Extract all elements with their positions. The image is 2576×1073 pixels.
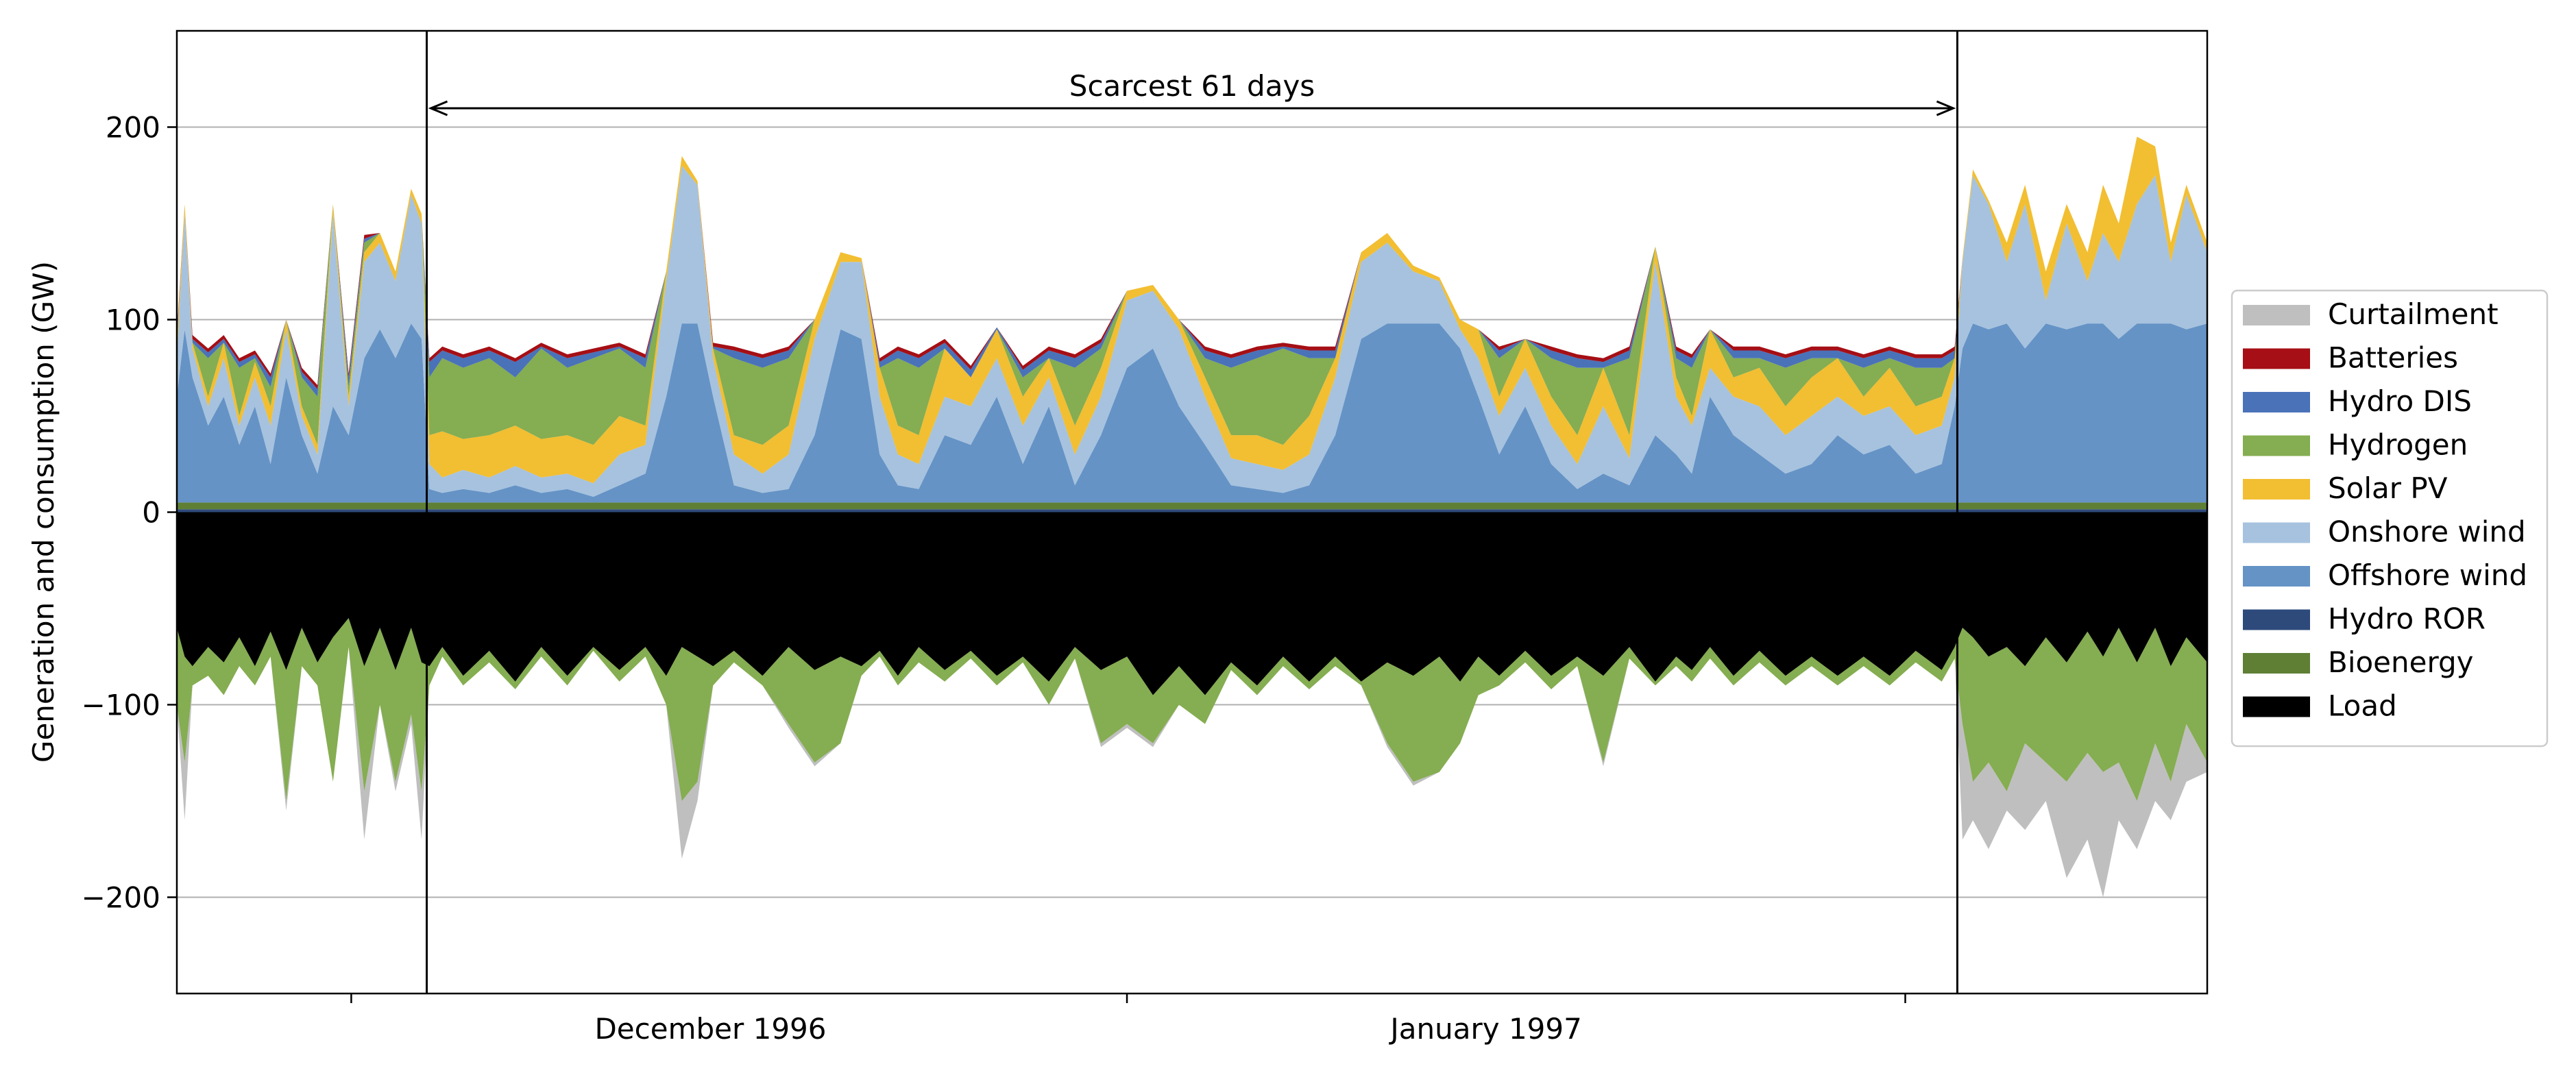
legend-swatch <box>2243 696 2310 717</box>
window-annotation: Scarcest 61 days <box>428 69 1956 116</box>
legend-label: Bioenergy <box>2328 645 2474 679</box>
y-tick-label: 100 <box>106 304 160 337</box>
legend-label: Hydrogen <box>2328 428 2468 462</box>
legend-swatch <box>2243 653 2310 674</box>
arrow-head-left <box>428 100 448 116</box>
legend-swatch <box>2243 392 2310 412</box>
y-axis-label: Generation and consumption (GW) <box>27 261 60 763</box>
x-tick-label: December 1996 <box>594 1012 826 1046</box>
legend-frame <box>2231 289 2549 748</box>
legend-swatch <box>2243 435 2310 456</box>
y-tick-label: 200 <box>106 111 160 145</box>
area-hydro-ror <box>177 509 2207 513</box>
legend-swatch <box>2243 348 2310 369</box>
area-series-group <box>177 136 2207 898</box>
area-solar-pv <box>177 136 2207 484</box>
y-tick-label: −100 <box>82 689 160 722</box>
legend-label: Hydro DIS <box>2328 384 2472 418</box>
legend-swatch <box>2243 566 2310 587</box>
x-tick-label: January 1997 <box>1388 1012 1581 1046</box>
window-label: Scarcest 61 days <box>1069 69 1315 103</box>
area-hydrogen-consumption <box>177 618 2207 801</box>
legend: Curtailment Batteries Hydro DIS Hydrogen Sol… <box>2231 289 2549 748</box>
area-hydrogen-generation <box>177 136 2207 445</box>
legend-label: Batteries <box>2328 341 2458 375</box>
legend-label: Offshore wind <box>2328 558 2527 592</box>
area-curtailment <box>177 647 2207 898</box>
area-offshore-wind <box>177 323 2207 503</box>
y-tick-label: −200 <box>82 881 160 915</box>
legend-label: Load <box>2328 689 2397 723</box>
legend-label: Solar PV <box>2328 471 2448 505</box>
y-tick-label: 0 <box>142 496 160 530</box>
legend-swatch <box>2243 522 2310 543</box>
legend-swatch <box>2243 479 2310 500</box>
arrow-head-right <box>1936 100 1956 116</box>
y-axis: −200 −100 0 100 200 <box>82 111 177 915</box>
legend-label: Hydro ROR <box>2328 602 2486 636</box>
legend-label: Onshore wind <box>2328 515 2526 549</box>
area-bioenergy <box>177 502 2207 510</box>
legend-label: Curtailment <box>2328 297 2499 331</box>
x-axis: December 1996 January 1997 <box>350 994 1906 1046</box>
legend-swatch <box>2243 305 2310 325</box>
area-onshore-wind <box>177 165 2207 497</box>
area-load <box>177 512 2207 695</box>
legend-swatch <box>2243 609 2310 630</box>
scarcity-window <box>426 31 1958 994</box>
